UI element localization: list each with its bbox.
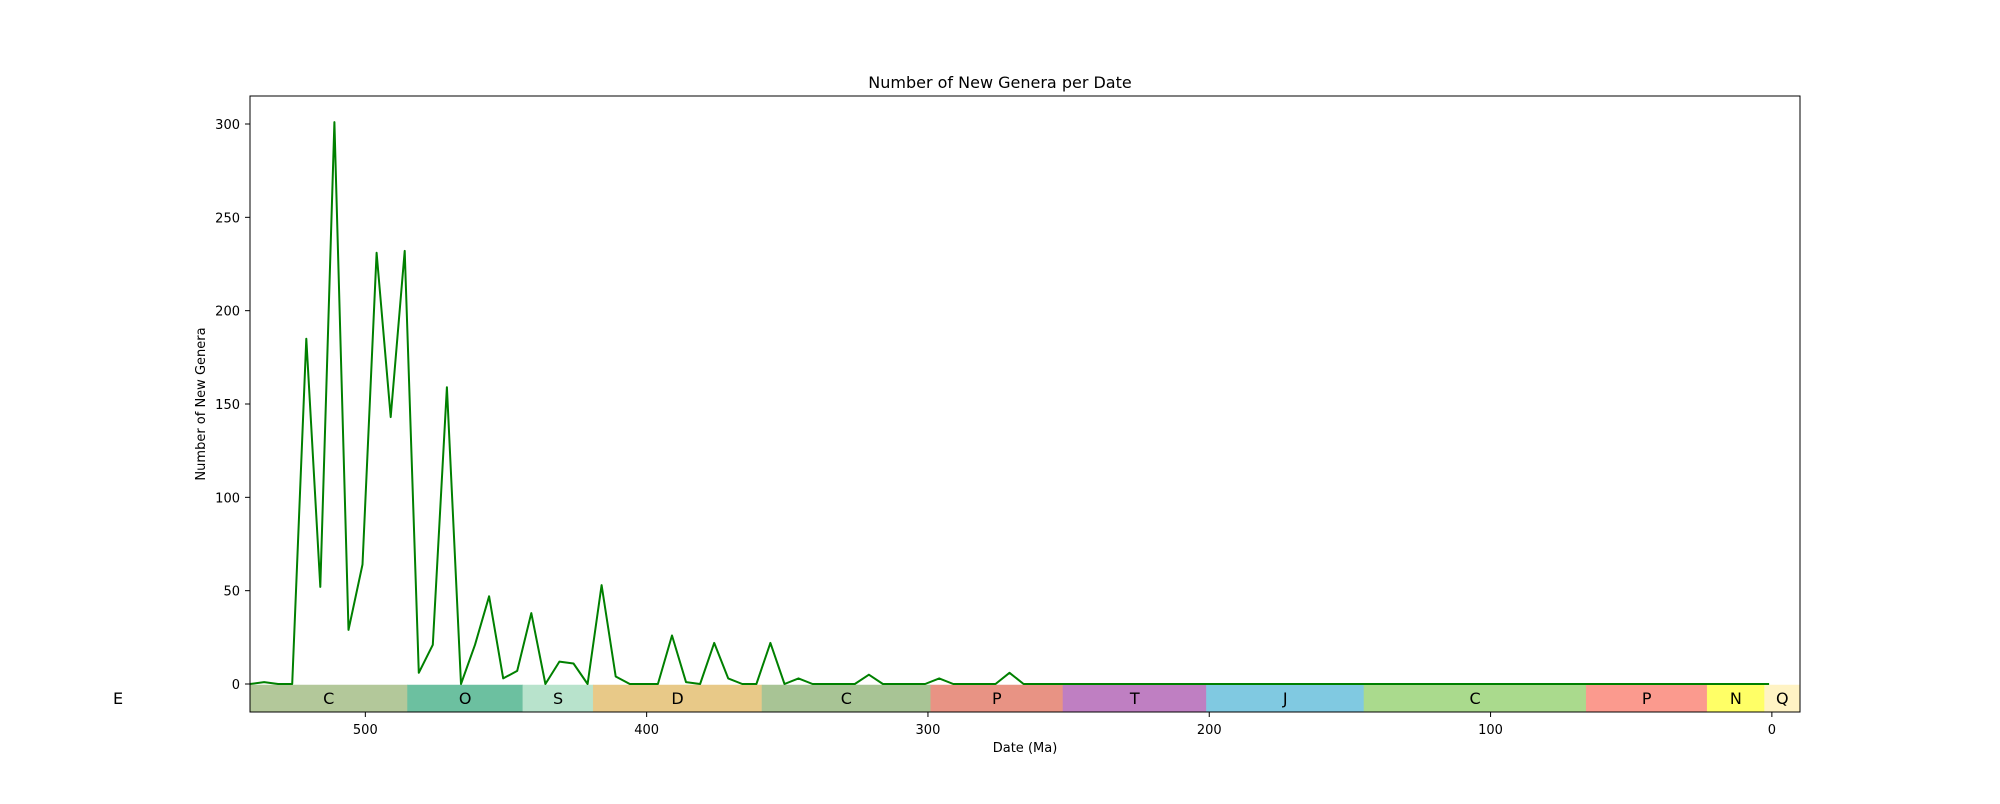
x-tick-label: 200 [1197,723,1222,738]
x-tick-label: 400 [634,723,659,738]
x-axis-label: Date (Ma) [993,741,1058,756]
period-band [1764,684,1801,713]
x-tick-label: 500 [353,723,378,738]
y-tick-label: 200 [215,305,240,320]
period-band [761,684,932,713]
period-label: C [323,689,334,708]
plot-area [249,121,1770,685]
y-tick-label: 100 [215,491,240,506]
y-tick-label: 250 [215,211,240,226]
period-band [522,684,594,713]
y-axis-ticks: 0 50 100 150 200 250 300 [215,118,250,693]
period-band [592,684,763,713]
x-tick-label: 0 [1768,723,1776,738]
x-tick-label: 300 [916,723,941,738]
period-label: T [1129,689,1140,708]
period-band [1206,684,1365,713]
y-tick-label: 150 [215,398,240,413]
period-label: C [1470,689,1481,708]
x-tick-label: 100 [1478,723,1503,738]
period-label: C [841,689,852,708]
period-label: O [459,689,472,708]
chart-title: Number of New Genera per Date [868,73,1131,92]
y-tick-label: 50 [223,585,240,600]
y-tick-label: 0 [232,678,240,693]
x-axis-ticks: 500 400 300 200 100 0 [353,712,1776,738]
series-line [249,121,1770,685]
period-label: S [553,689,563,708]
period-label: P [1642,689,1652,708]
y-tick-label: 300 [215,118,240,133]
period-band [407,684,524,713]
period-band [249,684,408,713]
period-label: Q [1776,689,1789,708]
period-label: J [1282,689,1288,708]
period-band [930,684,1064,713]
period-label: E [113,689,123,708]
period-label: P [992,689,1002,708]
period-label: N [1730,689,1742,708]
y-axis-label: Number of New Genera [194,327,209,480]
period-band [1585,684,1708,713]
period-label: D [671,689,683,708]
